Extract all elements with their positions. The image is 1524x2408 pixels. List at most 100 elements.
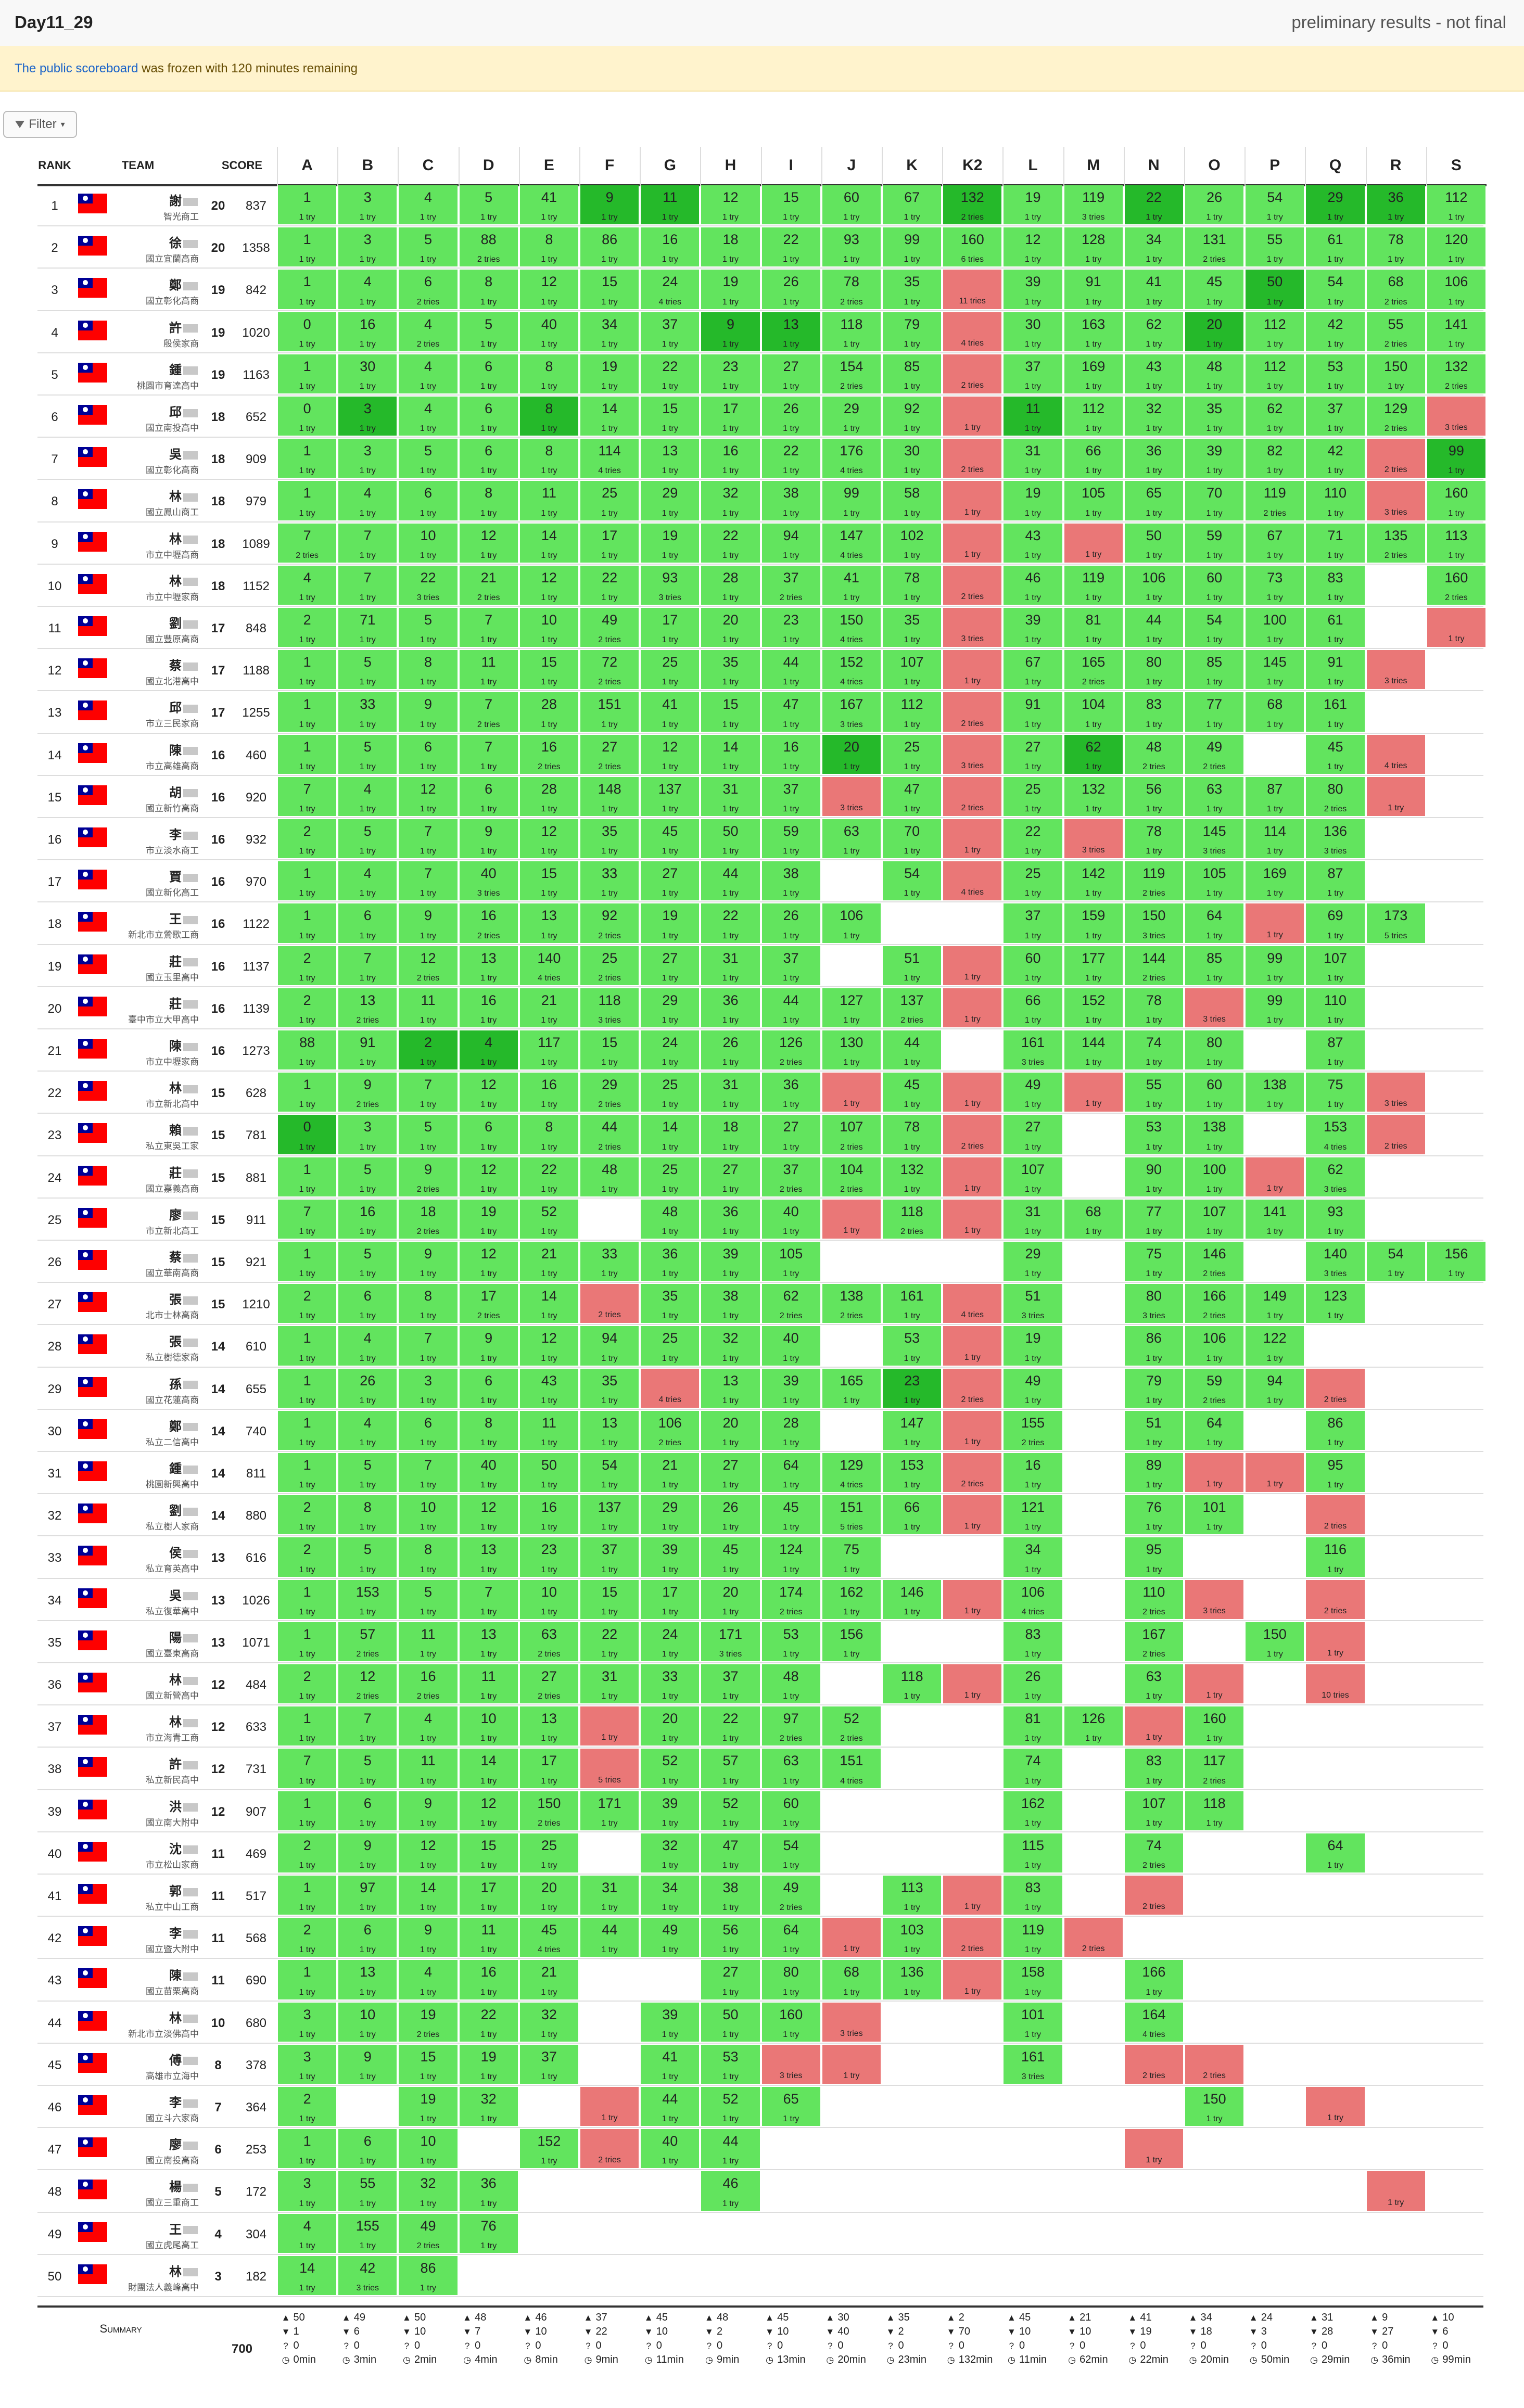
result-cell-i[interactable]: 53 1 try — [761, 1622, 820, 1661]
result-cell-f[interactable]: 94 1 try — [580, 1326, 639, 1366]
result-cell-l[interactable]: 19 1 try — [1004, 1326, 1062, 1366]
team-name[interactable]: 鄭 — [120, 275, 198, 293]
result-cell-n[interactable]: 86 1 try — [1124, 1326, 1183, 1366]
result-cell-l[interactable]: 39 1 try — [1004, 270, 1062, 309]
result-cell-p[interactable]: 67 1 try — [1246, 523, 1304, 563]
result-cell-g[interactable]: 44 1 try — [641, 2087, 700, 2126]
result-cell-c[interactable]: 18 2 tries — [399, 1199, 458, 1239]
result-cell-i[interactable]: 64 1 try — [761, 1453, 820, 1493]
result-cell-i[interactable]: 13 1 try — [761, 312, 820, 351]
result-cell-j[interactable]: 150 4 tries — [822, 608, 881, 647]
result-cell-k2[interactable]: 1 try — [943, 1579, 1002, 1619]
result-cell-r[interactable]: 36 1 try — [1366, 185, 1425, 225]
result-cell-q[interactable]: 10 tries — [1306, 1664, 1365, 1704]
result-cell-b[interactable]: 13 1 try — [338, 1960, 397, 1999]
result-cell-q[interactable]: 29 1 try — [1306, 185, 1365, 225]
result-cell-d[interactable]: 17 2 tries — [459, 1284, 518, 1323]
result-cell-l[interactable]: 51 3 tries — [1004, 1284, 1062, 1323]
result-cell-e[interactable]: 16 2 tries — [519, 734, 578, 774]
result-cell-m[interactable]: 128 1 try — [1064, 227, 1123, 267]
result-cell-j[interactable]: 75 1 try — [822, 1537, 881, 1577]
result-cell-o[interactable]: 59 1 try — [1185, 523, 1244, 563]
team-name[interactable]: 林 — [120, 2008, 198, 2026]
result-cell-g[interactable]: 15 1 try — [641, 397, 700, 436]
result-cell-l[interactable]: 83 1 try — [1004, 1622, 1062, 1661]
header-problem-s[interactable]: S — [1426, 147, 1487, 186]
result-cell-k[interactable]: 146 1 try — [883, 1579, 942, 1619]
result-cell-k[interactable]: 147 1 try — [883, 1410, 942, 1450]
result-cell-l[interactable]: 161 3 tries — [1004, 2044, 1062, 2084]
result-cell-n[interactable]: 34 1 try — [1124, 227, 1183, 267]
public-scoreboard-link[interactable]: The public scoreboard — [15, 61, 138, 75]
result-cell-b[interactable]: 55 1 try — [338, 2171, 397, 2211]
result-cell-o[interactable]: 3 tries — [1185, 1579, 1244, 1619]
team-name[interactable]: 林 — [120, 571, 198, 589]
result-cell-i[interactable]: 80 1 try — [761, 1960, 820, 1999]
result-cell-f[interactable]: 114 4 tries — [580, 439, 639, 478]
result-cell-e[interactable]: 43 1 try — [519, 1368, 578, 1408]
result-cell-n[interactable]: 83 1 try — [1124, 1749, 1183, 1788]
team-name[interactable]: 賴 — [120, 1120, 198, 1138]
result-cell-k[interactable]: 79 1 try — [883, 312, 942, 351]
result-cell-d[interactable]: 13 1 try — [459, 946, 518, 985]
result-cell-k[interactable]: 25 1 try — [883, 734, 942, 774]
result-cell-l[interactable]: 101 1 try — [1004, 2002, 1062, 2042]
result-cell-r[interactable]: 150 1 try — [1366, 354, 1425, 393]
result-cell-h[interactable]: 171 3 tries — [701, 1622, 760, 1661]
result-cell-k2[interactable]: 2 tries — [943, 354, 1002, 393]
result-cell-k[interactable]: 51 1 try — [883, 946, 942, 985]
result-cell-g[interactable]: 41 1 try — [641, 692, 700, 732]
result-cell-d[interactable]: 12 1 try — [459, 1242, 518, 1281]
result-cell-i[interactable]: 3 tries — [761, 2044, 820, 2084]
result-cell-e[interactable]: 28 1 try — [519, 692, 578, 732]
result-cell-i[interactable]: 63 1 try — [761, 1749, 820, 1788]
team-name[interactable]: 吳 — [120, 444, 198, 462]
result-cell-g[interactable]: 25 1 try — [641, 1157, 700, 1196]
team-name[interactable]: 許 — [120, 317, 198, 336]
result-cell-c[interactable]: 11 1 try — [399, 988, 458, 1027]
result-cell-c[interactable]: 49 2 tries — [399, 2213, 458, 2253]
result-cell-d[interactable]: 16 1 try — [459, 1960, 518, 1999]
result-cell-k2[interactable]: 2 tries — [943, 692, 1002, 732]
header-rank[interactable]: RANK — [37, 147, 72, 186]
result-cell-f[interactable]: 29 2 tries — [580, 1073, 639, 1112]
result-cell-g[interactable]: 16 1 try — [641, 227, 700, 267]
result-cell-f[interactable]: 25 1 try — [580, 481, 639, 520]
result-cell-l[interactable]: 83 1 try — [1004, 1876, 1062, 1915]
result-cell-j[interactable]: 165 1 try — [822, 1368, 881, 1408]
result-cell-e[interactable]: 50 1 try — [519, 1453, 578, 1493]
result-cell-k[interactable]: 67 1 try — [883, 185, 942, 225]
header-problem-n[interactable]: N — [1123, 147, 1184, 186]
result-cell-k[interactable]: 54 1 try — [883, 861, 942, 901]
result-cell-k[interactable]: 92 1 try — [883, 397, 942, 436]
result-cell-n[interactable]: 51 1 try — [1124, 1410, 1183, 1450]
result-cell-j[interactable]: 29 1 try — [822, 397, 881, 436]
result-cell-l[interactable]: 39 1 try — [1004, 608, 1062, 647]
result-cell-q[interactable]: 75 1 try — [1306, 1073, 1365, 1112]
result-cell-b[interactable]: 153 1 try — [338, 1579, 397, 1619]
result-cell-n[interactable]: 78 1 try — [1124, 988, 1183, 1027]
result-cell-o[interactable]: 166 2 tries — [1185, 1284, 1244, 1323]
result-cell-l[interactable]: 121 1 try — [1004, 1495, 1062, 1535]
result-cell-m[interactable]: 165 2 tries — [1064, 650, 1123, 690]
result-cell-k2[interactable]: 1 try — [943, 819, 1002, 859]
result-cell-k2[interactable]: 2 tries — [943, 439, 1002, 478]
result-cell-j[interactable]: 104 2 tries — [822, 1157, 881, 1196]
result-cell-r[interactable]: 4 tries — [1366, 734, 1425, 774]
